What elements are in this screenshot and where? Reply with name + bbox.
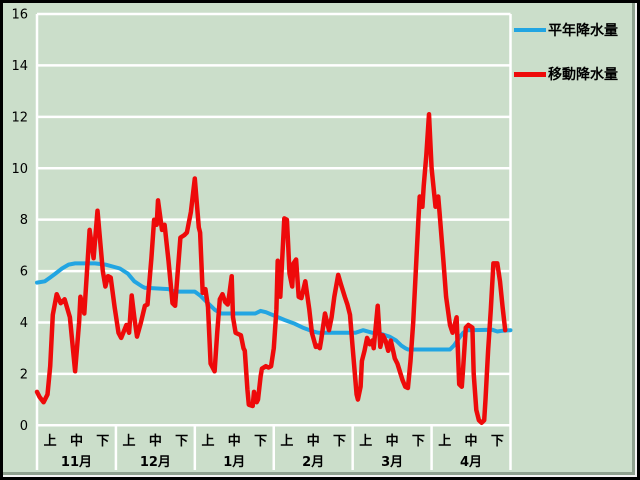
legend-item-moving-precipitation: 移動降水量 — [514, 64, 618, 84]
y-tick-label: 16 — [11, 8, 28, 23]
x-period-label: 上 — [359, 434, 372, 449]
x-period-label: 中 — [149, 433, 162, 449]
y-tick-label: 0 — [20, 419, 28, 434]
y-tick-label: 10 — [11, 162, 28, 177]
x-period-label: 上 — [201, 434, 214, 449]
x-period-label: 中 — [70, 433, 83, 449]
x-period-label: 中 — [228, 433, 241, 449]
x-month-label: 3月 — [381, 455, 403, 470]
x-period-label: 上 — [44, 434, 57, 449]
y-tick-label: 14 — [11, 59, 28, 74]
y-tick-label: 8 — [20, 213, 28, 228]
x-month-label: 11月 — [61, 455, 92, 470]
x-period-label: 上 — [280, 434, 293, 449]
y-tick-label: 4 — [20, 316, 28, 331]
y-tick-label: 12 — [11, 110, 28, 125]
x-period-label: 上 — [123, 434, 136, 449]
x-period-label: 上 — [438, 434, 451, 449]
x-period-label: 中 — [465, 433, 478, 449]
x-period-label: 下 — [175, 434, 188, 449]
series-line-moving-precipitation — [34, 112, 508, 425]
legend-line-sample-red — [514, 71, 546, 77]
chart-legend: 平年降水量 移動降水量 — [514, 20, 618, 84]
x-period-label: 中 — [307, 433, 320, 449]
legend-line-sample-blue — [514, 28, 546, 32]
x-period-label: 下 — [412, 434, 425, 449]
x-month-label: 12月 — [140, 455, 171, 470]
y-tick-label: 6 — [20, 265, 28, 280]
x-month-label: 4月 — [460, 455, 482, 470]
legend-label: 平年降水量 — [548, 23, 618, 39]
x-period-label: 中 — [386, 433, 399, 449]
x-period-label: 下 — [333, 434, 346, 449]
x-month-label: 2月 — [302, 455, 324, 470]
y-tick-label: 2 — [20, 367, 28, 382]
legend-label: 移動降水量 — [548, 67, 618, 83]
x-period-label: 下 — [491, 434, 504, 449]
x-period-label: 下 — [254, 434, 267, 449]
legend-item-normal-precipitation: 平年降水量 — [514, 20, 618, 40]
x-month-label: 1月 — [223, 455, 245, 470]
x-period-label: 下 — [96, 434, 109, 449]
